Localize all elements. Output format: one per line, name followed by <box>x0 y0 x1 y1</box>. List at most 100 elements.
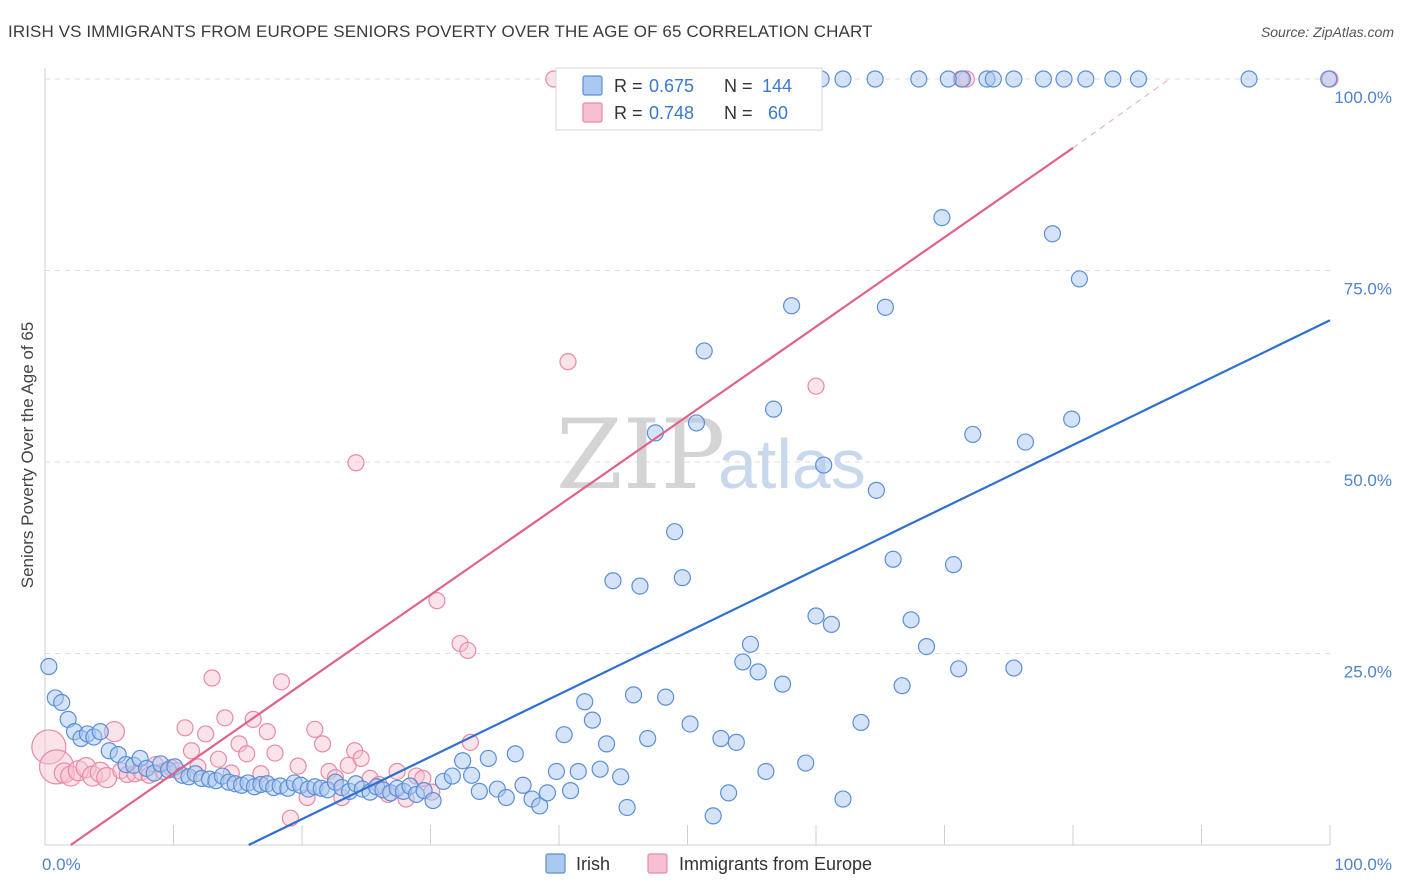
immigrants-point <box>559 353 577 371</box>
immigrants-point <box>306 720 324 738</box>
irish-point <box>91 723 109 741</box>
irish-point <box>576 693 594 711</box>
legend-r-value-immigrants: 0.748 <box>649 103 694 123</box>
immigrants-point <box>216 709 234 727</box>
irish-point <box>757 762 775 781</box>
y-tick-label: 75.0% <box>1344 280 1392 299</box>
watermark: ZIP atlas <box>556 399 866 511</box>
immigrants-point <box>238 745 256 763</box>
irish-point <box>773 675 792 693</box>
legend-n-value-irish: 144 <box>762 76 792 96</box>
irish-point <box>910 70 928 88</box>
axes <box>44 68 1331 846</box>
legend-r-label-irish: R = <box>614 76 643 96</box>
irish-point <box>597 735 616 753</box>
stats-legend: R = 0.675 N = 144 R = 0.748 N = 60 <box>555 67 823 131</box>
irish-point <box>807 607 825 625</box>
immigrants-point <box>313 735 332 753</box>
irish-point <box>944 556 963 574</box>
x-tick-label: 100.0% <box>1334 855 1392 874</box>
irish-point <box>876 298 894 316</box>
irish-point <box>1055 70 1073 88</box>
legend-swatch-irish <box>582 75 603 96</box>
legend-n-label-immigrants: N = <box>724 103 753 123</box>
irish-point <box>741 635 760 653</box>
x-tick-label: 0.0% <box>42 855 81 874</box>
legend-n-value-immigrants: 60 <box>768 103 788 123</box>
irish-point <box>1063 410 1081 428</box>
irish-point <box>984 70 1002 88</box>
immigrants-point <box>31 729 67 765</box>
irish-point <box>1005 659 1023 677</box>
series-legend: Irish Immigrants from Europe <box>545 853 872 874</box>
irish-point <box>749 663 767 681</box>
irish-point <box>53 693 71 712</box>
irish-point <box>454 752 472 770</box>
y-tick-label: 25.0% <box>1344 663 1392 682</box>
irish-point <box>470 782 488 800</box>
irish-point <box>1077 70 1095 88</box>
irish-point <box>506 745 524 763</box>
irish-point <box>687 414 706 432</box>
y-axis-label: Seniors Poverty Over the Age of 65 <box>18 322 37 588</box>
irish-point <box>40 657 58 676</box>
immigrants-point <box>272 673 291 691</box>
legend-r-label-immigrants: R = <box>614 103 643 123</box>
irish-point <box>1240 70 1258 88</box>
irish-point <box>797 754 815 772</box>
immigrants-point <box>209 750 228 768</box>
immigrants-point <box>428 592 446 610</box>
tick-labels: 25.0% 50.0% 75.0% 100.0% 0.0% 100.0% <box>42 88 1392 874</box>
irish-point <box>538 784 557 802</box>
bottom-legend-label-irish: Irish <box>576 854 610 874</box>
irish-point <box>479 749 497 768</box>
irish-point <box>1016 433 1035 451</box>
irish-point <box>1034 70 1053 88</box>
irish-point <box>424 791 442 810</box>
watermark-atlas: atlas <box>718 425 866 503</box>
y-tick-label: 100.0% <box>1334 88 1392 107</box>
irish-point <box>727 733 745 751</box>
irish-point <box>555 726 573 744</box>
irish-point <box>1129 70 1148 88</box>
chart-title: IRISH VS IMMIGRANTS FROM EUROPE SENIORS … <box>8 22 873 41</box>
irish-point <box>569 762 587 781</box>
irish-point <box>704 807 722 825</box>
source-label: Source: ZipAtlas.com <box>1260 24 1394 40</box>
irish-point <box>591 760 609 778</box>
bottom-legend-swatch-immigrants <box>647 853 668 874</box>
irish-point <box>1320 70 1338 88</box>
trend-lines <box>70 78 1331 846</box>
irish-point <box>612 768 630 786</box>
irish-point <box>443 767 461 785</box>
irish-point <box>917 638 936 656</box>
irish-point <box>463 766 481 784</box>
irish-point <box>604 572 622 590</box>
irish-point <box>531 797 549 815</box>
irish-point <box>720 784 738 802</box>
immigrants-point <box>176 719 194 737</box>
irish-point <box>666 523 684 541</box>
legend-r-value-irish: 0.675 <box>649 76 694 96</box>
immigrants-point <box>203 669 221 687</box>
bottom-legend-label-immigrants: Immigrants from Europe <box>679 854 872 874</box>
irish-point <box>884 550 902 568</box>
irish-point <box>1043 225 1062 243</box>
irish-point <box>964 425 982 444</box>
immigrants-point <box>182 742 201 760</box>
immigrants-point <box>347 454 365 472</box>
irish-point <box>815 456 833 474</box>
irish-point <box>893 677 911 695</box>
irish-point <box>681 715 699 733</box>
irish-point <box>902 611 920 629</box>
irish-point <box>583 711 602 729</box>
bottom-legend-swatch-irish <box>545 853 566 874</box>
irish-point <box>939 70 957 88</box>
irish-point <box>712 729 730 748</box>
immigrants-trend-line <box>70 147 1074 846</box>
irish-point <box>547 762 566 781</box>
immigrants-point <box>266 744 284 762</box>
irish-point <box>867 481 885 499</box>
grid-lines <box>45 78 1330 654</box>
